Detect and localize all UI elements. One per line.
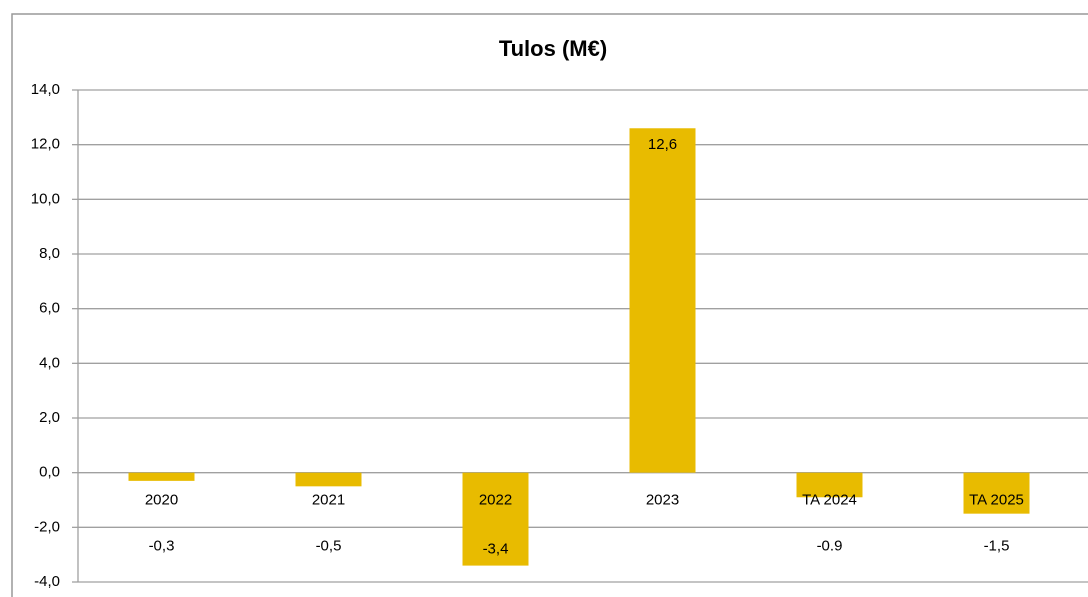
bar — [963, 472, 1030, 514]
bar — [796, 472, 863, 498]
y-tick-label: 10,0 — [31, 190, 60, 207]
data-label: -3,4 — [483, 541, 509, 558]
y-tick-label: 4,0 — [39, 354, 60, 371]
y-tick-label: 6,0 — [39, 300, 60, 317]
bar — [295, 472, 362, 487]
x-tick-label: 2020 — [145, 492, 178, 509]
y-tick-label: -2,0 — [34, 518, 60, 535]
y-tick-label: 2,0 — [39, 409, 60, 426]
data-label: -0,5 — [316, 538, 342, 555]
chart-frame — [11, 13, 1088, 597]
y-tick-label: 12,0 — [31, 136, 60, 153]
data-label: -0,3 — [149, 538, 175, 555]
x-tick-label: 2023 — [646, 492, 679, 509]
y-tick-label: 8,0 — [39, 245, 60, 262]
bar — [128, 472, 195, 481]
bar — [462, 472, 529, 566]
data-label: -0.9 — [817, 538, 843, 555]
x-tick-label: TA 2024 — [802, 492, 857, 509]
bar — [629, 128, 696, 473]
x-tick-label: 2021 — [312, 492, 345, 509]
y-tick-label: 14,0 — [31, 81, 60, 98]
x-tick-label: 2022 — [479, 492, 512, 509]
y-tick-label: 0,0 — [39, 464, 60, 481]
x-tick-label: TA 2025 — [969, 492, 1024, 509]
y-tick-label: -4,0 — [34, 573, 60, 590]
chart-title: Tulos (M€) — [499, 36, 607, 61]
data-label: 12,6 — [648, 136, 677, 153]
data-label: -1,5 — [984, 538, 1010, 555]
